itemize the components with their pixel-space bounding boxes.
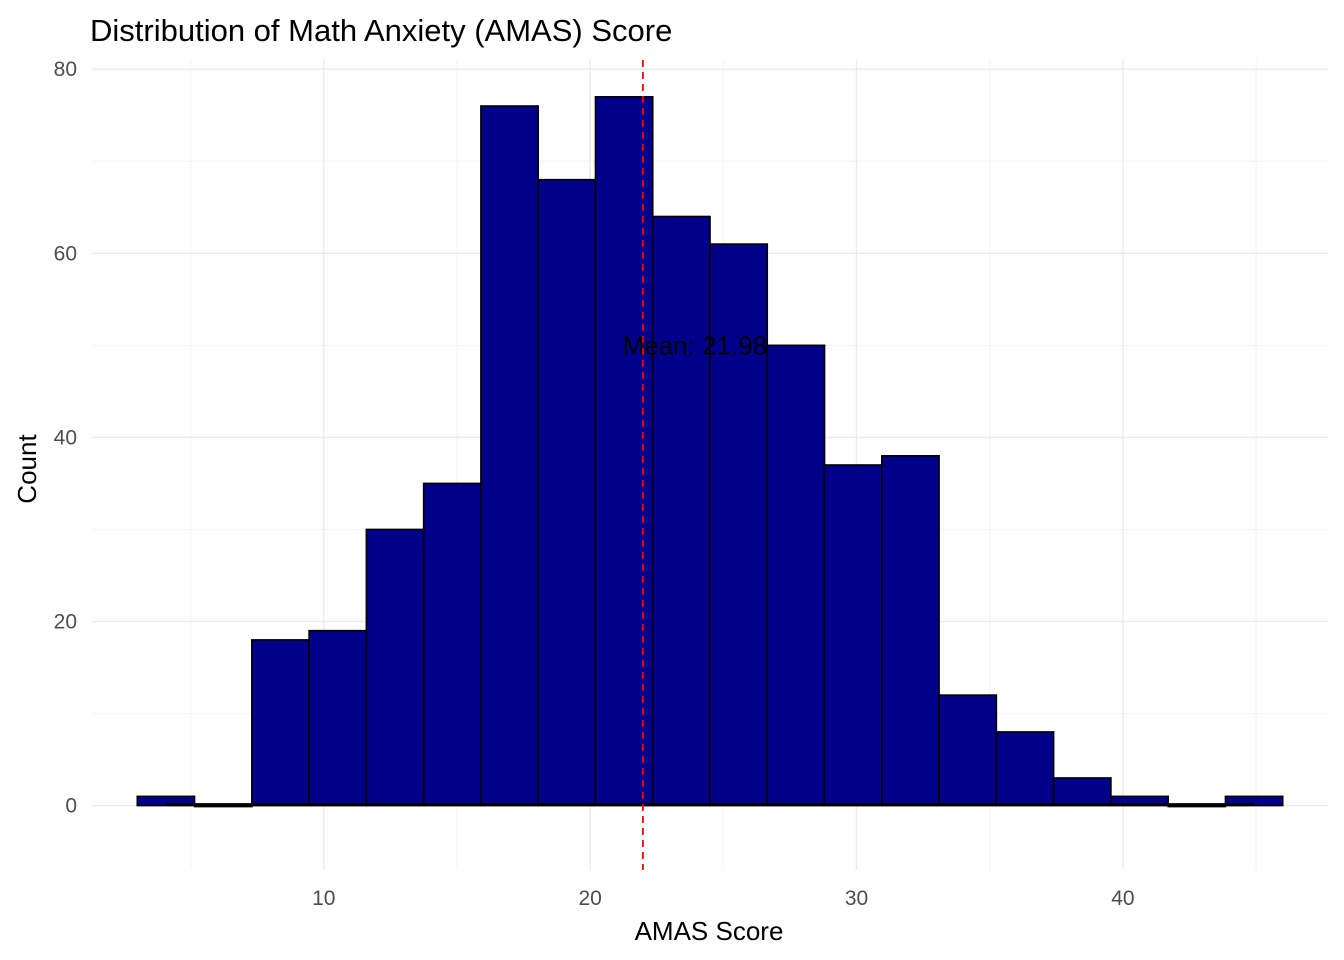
axes: 10 20 30 40 0 20 40 60 80 [54, 58, 1135, 910]
y-tick-label: 20 [54, 610, 77, 633]
histogram-bar [251, 639, 310, 807]
mean-annotation: Mean: 21.98 [623, 330, 768, 360]
y-tick-label: 80 [54, 58, 77, 81]
reference-layer: Mean: 21.98 [623, 60, 768, 870]
x-axis-title: AMAS Score [635, 916, 784, 946]
x-tick-label: 30 [845, 887, 868, 910]
histogram-bar [995, 731, 1055, 807]
y-tick-label: 40 [54, 426, 77, 449]
x-tick-label: 20 [578, 887, 601, 910]
y-tick-label: 60 [54, 242, 77, 265]
histogram-bar [1052, 777, 1112, 807]
x-tick-label: 40 [1111, 887, 1134, 910]
x-tick-label: 10 [312, 887, 335, 910]
histogram-bar [651, 215, 711, 807]
histogram-bar [938, 694, 998, 807]
histogram-bar [823, 464, 883, 807]
y-tick-label: 0 [65, 795, 77, 818]
histogram-bar [480, 105, 539, 807]
histogram-bar [365, 528, 425, 807]
histogram-bar [1224, 795, 1284, 807]
histogram-bar [594, 96, 654, 807]
histogram-bar [308, 629, 368, 807]
histogram-bar [422, 482, 482, 807]
y-axis-title: Count [12, 434, 42, 504]
chart-title: Distribution of Math Anxiety (AMAS) Scor… [90, 13, 672, 48]
histogram-bar [881, 454, 940, 807]
bars [136, 96, 1284, 808]
histogram-bar [537, 178, 597, 807]
histogram-bar [136, 795, 196, 807]
histogram-bar [766, 344, 826, 807]
histogram-bar [709, 243, 769, 807]
